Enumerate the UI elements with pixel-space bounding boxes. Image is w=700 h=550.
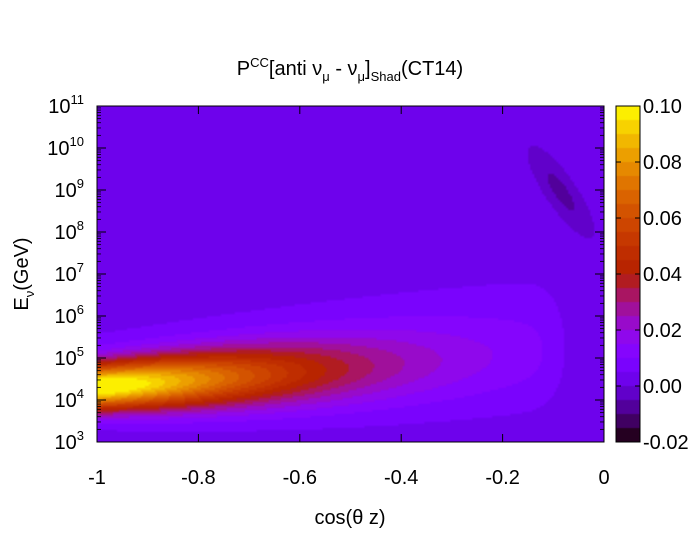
x-tick-label: -1 [88,467,106,489]
y-tick-label: 104 [55,386,84,412]
colorbar-tick-label: 0.10 [643,96,682,118]
x-tick-label: -0.2 [485,467,519,489]
y-tick-label: 106 [55,302,84,328]
y-tick-label: 1011 [48,92,84,118]
chart-title: PCC[anti νμ - νμ]Shad(CT14) [237,55,463,84]
colorbar-tick-label: 0.00 [643,376,682,398]
y-tick-label: 1010 [47,134,84,160]
y-axis-label: Eν(GeV) [11,237,37,310]
colorbar-tick-label: 0.06 [643,208,682,230]
colorbar-tick-label: 0.04 [643,264,682,286]
y-tick-label: 108 [55,218,84,244]
x-tick-label: 0 [598,467,609,489]
x-tick-label: -0.4 [384,467,418,489]
colorbar-ticks: 0.10 0.08 0.06 0.04 0.02 0.00 -0.02 [616,96,689,454]
y-axis: 103 104 105 106 107 108 109 1010 1011 [47,92,604,454]
x-tick-label: -0.6 [283,467,317,489]
x-tick-label: -0.8 [181,467,215,489]
y-tick-label: 107 [55,260,84,286]
y-tick-label: 109 [55,176,84,202]
x-axis: -1 -0.8 -0.6 -0.4 -0.2 0 [88,106,610,489]
colorbar-tick-label: 0.08 [643,152,682,174]
y-tick-label: 103 [55,428,84,454]
y-tick-label: 105 [55,344,84,370]
x-axis-label: cos(θ z) [314,507,385,529]
colorbar-tick-label: -0.02 [643,432,689,454]
heatmap-plot-area [97,106,604,442]
colorbar-tick-label: 0.02 [643,320,682,342]
